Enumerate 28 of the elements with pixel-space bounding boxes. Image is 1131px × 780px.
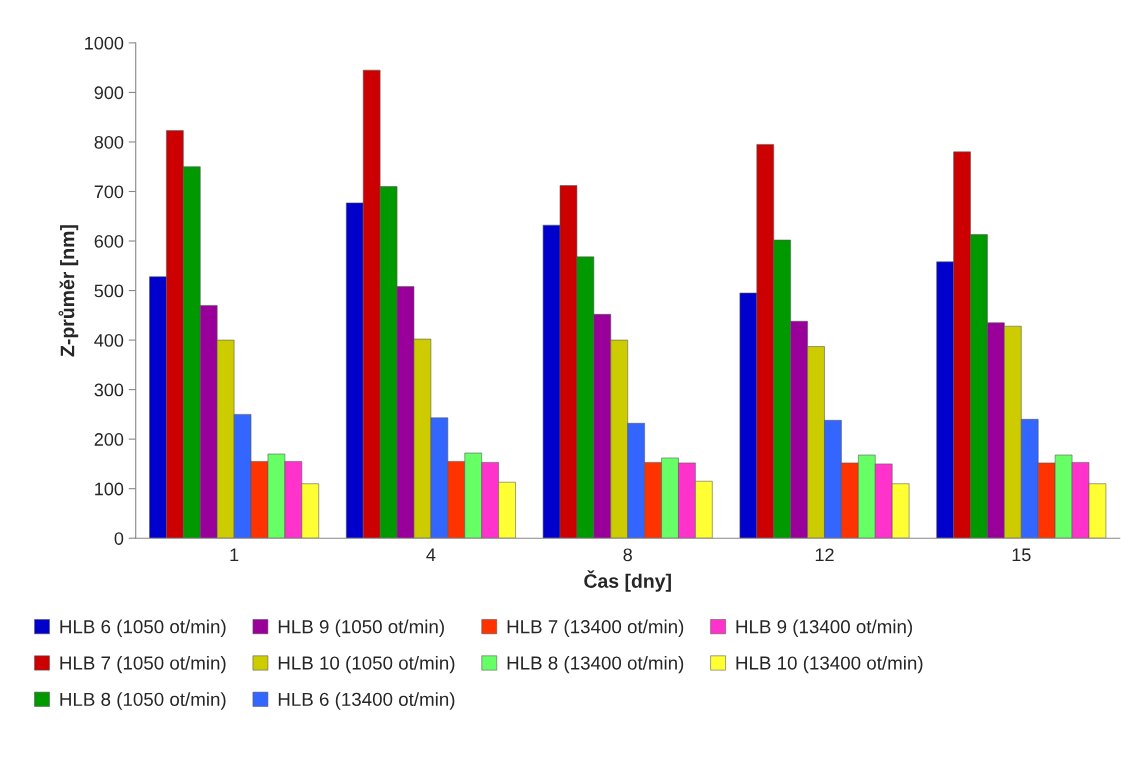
y-tick-label: 1000 [85, 36, 124, 50]
legend-label: HLB 6 (1050 ot/min) [60, 619, 226, 638]
y-tick-label: 700 [94, 185, 124, 199]
y-axis-title: Z-průměr [nm] [58, 225, 79, 357]
legend-label: HLB 10 (13400 ot/min) [736, 655, 923, 674]
x-tick-label: 1 [230, 548, 239, 562]
y-tick-label: 500 [94, 284, 124, 298]
legend-label: HLB 7 (13400 ot/min) [507, 619, 684, 638]
x-axis-title: Čas [dny] [584, 570, 671, 592]
x-tick-label: 12 [815, 548, 834, 562]
y-tick-label: 400 [94, 334, 124, 347]
legend-label: HLB 8 (13400 ot/min) [507, 655, 684, 674]
y-tick-label: 300 [94, 383, 124, 397]
x-tick-label: 15 [1012, 548, 1031, 562]
y-tick-label: 200 [94, 433, 124, 446]
y-tick-label: 0 [114, 532, 124, 545]
y-tick-label: 900 [94, 86, 124, 100]
legend-label: HLB 7 (1050 ot/min) [60, 655, 226, 674]
y-tick-label: 100 [95, 482, 124, 496]
legend-label: HLB 9 (13400 ot/min) [736, 619, 913, 638]
legend-label: HLB 6 (13400 ot/min) [278, 692, 455, 710]
y-tick-label: 800 [94, 135, 124, 149]
x-tick-label: 4 [426, 548, 436, 562]
legend-label: HLB 10 (1050 ot/min) [278, 655, 455, 674]
legend-label: HLB 9 (1050 ot/min) [278, 619, 444, 638]
x-tick-label: 8 [623, 548, 632, 562]
legend-label: HLB 8 (1050 ot/min) [60, 692, 226, 710]
y-tick-label: 600 [94, 234, 124, 248]
